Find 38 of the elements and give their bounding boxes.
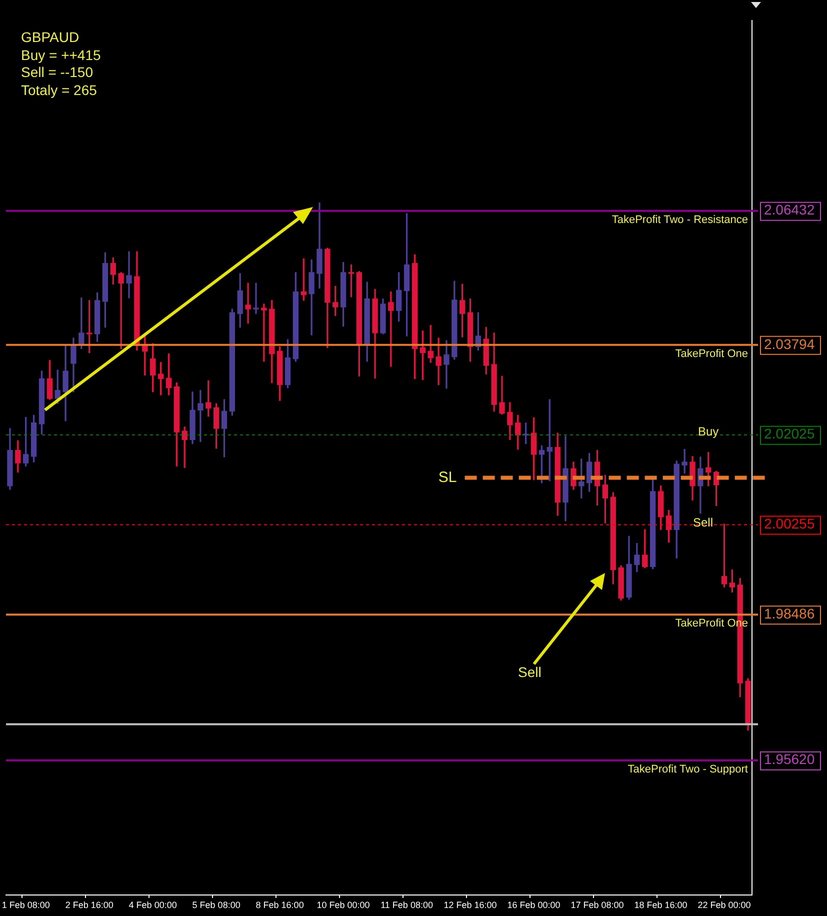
candlestick xyxy=(182,426,188,468)
x-tick-label: 1 Feb 08:00 xyxy=(2,900,50,910)
x-tick-label: 16 Feb 00:00 xyxy=(507,900,560,910)
candlestick xyxy=(253,282,259,314)
candlestick xyxy=(261,304,267,362)
y-tick-label: 1.95620 xyxy=(764,751,815,768)
x-tick-label: 12 Feb 16:00 xyxy=(444,900,497,910)
y-tick-label: 2.06432 xyxy=(764,202,815,218)
annotation: Sell xyxy=(518,664,542,680)
ref-line-label: TakeProfit Two - Resistance xyxy=(612,214,748,226)
x-tick-label: 22 Feb 00:00 xyxy=(698,900,751,910)
x-tick-label: 18 Feb 16:00 xyxy=(634,900,688,910)
annotation: Sell xyxy=(693,515,714,530)
annotation: Totaly = 265 xyxy=(21,82,98,98)
x-tick-label: 10 Feb 00:00 xyxy=(316,900,370,910)
y-tick-label: 1.98486 xyxy=(764,606,815,622)
x-tick-label: 11 Feb 08:00 xyxy=(380,900,433,910)
x-tick-label: 8 Feb 16:00 xyxy=(256,900,304,910)
x-tick-label: 4 Feb 00:00 xyxy=(128,900,177,910)
annotation: GBPAUD xyxy=(21,28,80,45)
candlestick xyxy=(436,338,442,386)
annotation: Sell = --150 xyxy=(21,64,94,80)
candlestick xyxy=(198,390,204,442)
y-tick-label: 2.00255 xyxy=(764,516,815,532)
x-tick-label: 5 Feb 08:00 xyxy=(192,900,240,910)
x-tick-label: 2 Feb 16:00 xyxy=(65,900,114,910)
annotation: Buy = ++415 xyxy=(21,46,102,63)
candlestick xyxy=(118,272,124,350)
annotation: Buy xyxy=(698,424,719,438)
y-tick-label: 2.02025 xyxy=(764,426,815,442)
ref-line-label: SL xyxy=(438,468,457,486)
x-tick-label: 17 Feb 08:00 xyxy=(570,900,624,910)
candlestick xyxy=(126,251,132,298)
y-tick-label: 2.03794 xyxy=(764,336,815,352)
candlestick xyxy=(682,448,688,474)
ref-line-label: TakeProfit One xyxy=(675,348,748,360)
ref-line-label: TakeProfit Two - Support xyxy=(628,763,748,776)
candlestick xyxy=(245,282,251,324)
